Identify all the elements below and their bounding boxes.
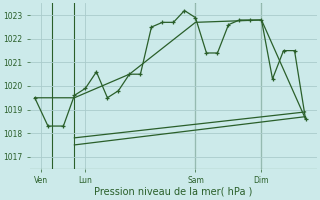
- X-axis label: Pression niveau de la mer( hPa ): Pression niveau de la mer( hPa ): [94, 187, 252, 197]
